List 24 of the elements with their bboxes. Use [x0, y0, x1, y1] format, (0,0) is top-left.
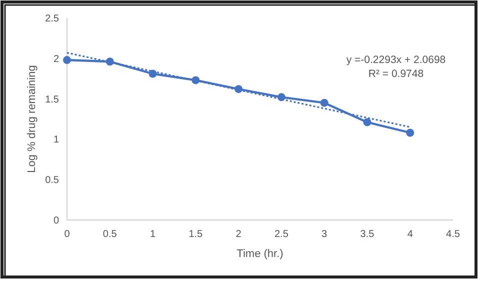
y-tick-label: 0	[53, 216, 60, 226]
y-tick-label: 1	[53, 134, 60, 146]
point	[406, 128, 414, 137]
x-tick-label: 0	[64, 229, 70, 240]
y-axis-title: Log % drug remaining	[26, 65, 38, 173]
x-tick-label: 1.5	[188, 229, 204, 240]
y-tick-label: 1.5	[45, 94, 60, 106]
y-tick-label: 0.5	[45, 175, 60, 186]
y-tick-label: 2.5	[45, 14, 60, 24]
point	[363, 118, 372, 126]
x-tick-label: 2.5	[274, 229, 289, 240]
x-axis-title: Time (hr.)	[236, 248, 284, 260]
point	[320, 98, 328, 107]
x-tick-label: 2	[236, 229, 242, 240]
x-tick-label: 3	[322, 229, 328, 240]
x-tick-label: 4	[407, 229, 414, 240]
annotation: y =-0.2293x + 2.0698	[346, 54, 446, 66]
x-tick-label: 1	[150, 229, 156, 240]
point	[63, 56, 71, 64]
x-tick-label: 3.5	[360, 229, 375, 240]
annotation: R² = 0.9748	[368, 68, 424, 80]
y-tick-label: 2	[53, 54, 60, 65]
x-tick-label: 0.5	[102, 229, 118, 240]
x-tick-label: 4.5	[446, 229, 460, 240]
